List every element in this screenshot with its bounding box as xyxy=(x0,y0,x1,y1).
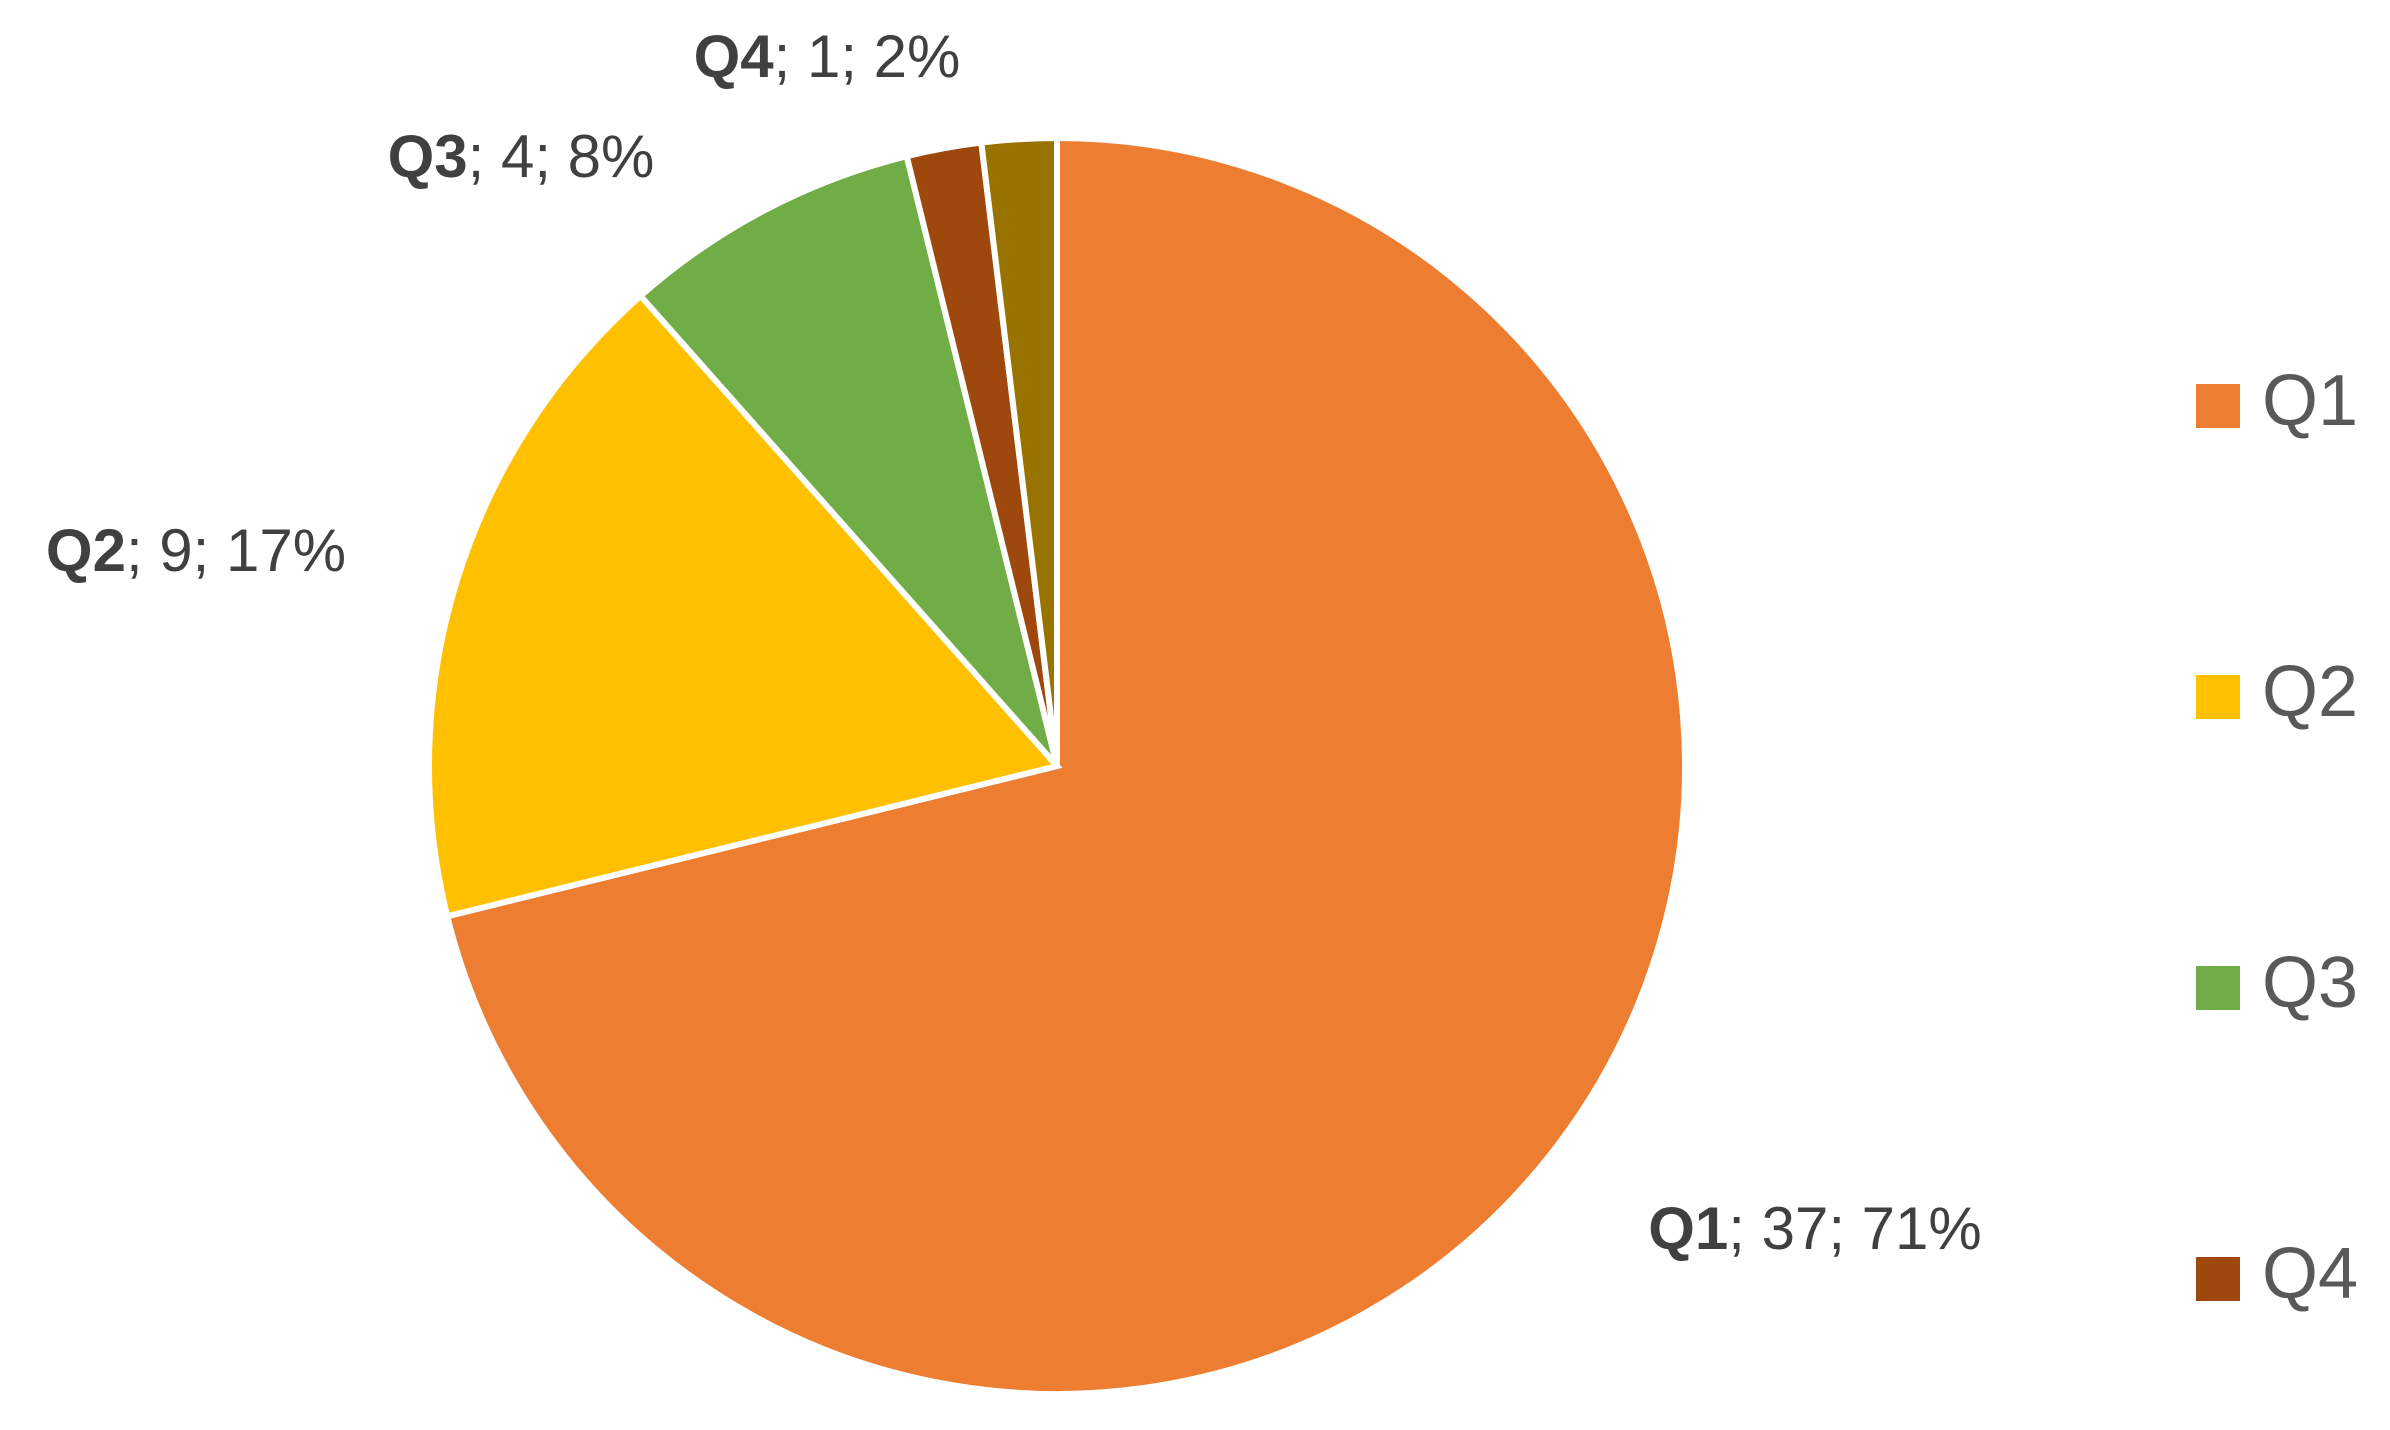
legend-label: Q4 xyxy=(2262,1234,2358,1314)
data-label: Q1; 37; 71% xyxy=(1648,1195,1982,1262)
legend-swatch xyxy=(2196,384,2240,428)
data-label-value: ; 4; 8% xyxy=(468,123,655,190)
data-label-category: Q2 xyxy=(46,517,126,584)
data-label: Q2; 9; 17% xyxy=(46,517,346,584)
legend-swatch xyxy=(2196,1257,2240,1301)
pie-slice xyxy=(443,134,1688,1397)
pie-slice xyxy=(636,152,1060,768)
data-label-category: Q4 xyxy=(694,23,775,90)
legend-label: Q1 xyxy=(2262,361,2358,441)
pie-slice xyxy=(426,291,1063,920)
legend-label: Q2 xyxy=(2262,652,2358,732)
data-label: Q4; 1; 2% xyxy=(694,23,961,90)
data-label: Q3; 4; 8% xyxy=(388,123,655,190)
legend-label: Q3 xyxy=(2262,943,2358,1023)
data-label-value: ; 1; 2% xyxy=(774,23,961,90)
legend-swatch xyxy=(2196,675,2240,719)
pie-slice xyxy=(977,134,1060,767)
data-label-category: Q1 xyxy=(1648,1195,1728,1262)
data-label-category: Q3 xyxy=(388,123,468,190)
legend-swatch xyxy=(2196,966,2240,1010)
data-label-value: ; 9; 17% xyxy=(126,517,346,584)
data-label-value: ; 37; 71% xyxy=(1728,1195,1982,1262)
